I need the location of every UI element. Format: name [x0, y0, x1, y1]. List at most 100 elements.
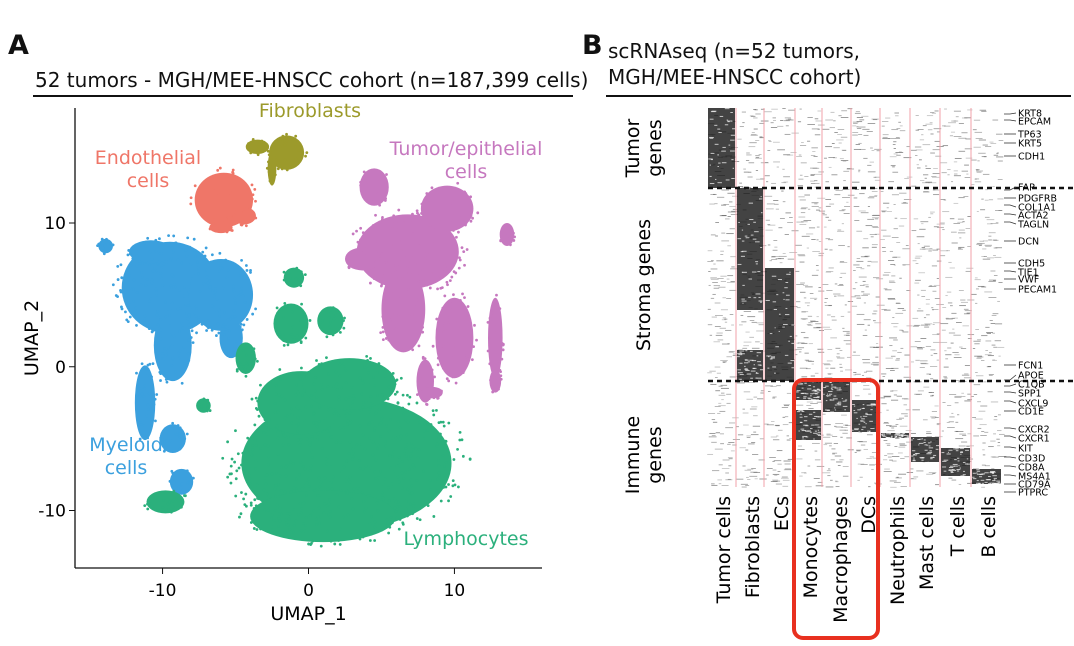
lymphocytes-cell-point	[361, 381, 365, 385]
expression-speckle	[893, 204, 896, 205]
lymphocytes-cell-point	[394, 510, 398, 513]
expression-speckle	[897, 351, 902, 353]
lymphocytes-cell-point	[313, 389, 317, 393]
expression-speckle	[778, 227, 783, 229]
expression-speckle	[964, 177, 971, 178]
lymphocytes-cell-point	[312, 412, 316, 415]
lymphocytes-cell-point	[328, 509, 332, 513]
expression-speckle	[918, 444, 920, 446]
expression-speckle	[901, 433, 904, 435]
lymphocytes-cell-point	[327, 316, 331, 319]
expression-speckle	[964, 164, 969, 166]
expression-speckle	[870, 147, 873, 149]
lymphocytes-cell-point	[361, 467, 365, 471]
expression-speckle	[911, 185, 917, 187]
lymphocytes-cell-point	[303, 389, 306, 393]
myeloid-cell-point	[155, 393, 159, 396]
lymphocytes-cell-point	[342, 362, 346, 366]
expression-speckle	[948, 466, 954, 468]
tumor-cell-point	[444, 195, 448, 199]
lymphocytes-cell-point	[411, 463, 415, 467]
expression-speckle	[928, 216, 931, 218]
expression-speckle	[843, 170, 850, 172]
lymphocytes-cell-point	[286, 343, 290, 347]
lymphocytes-cell-point	[344, 414, 347, 418]
lymphocytes-cell-point	[237, 466, 241, 470]
expression-speckle	[994, 483, 1000, 485]
fibroblasts-cell-point	[262, 140, 266, 144]
myeloid-cell-point	[184, 303, 188, 306]
expression-speckle	[932, 324, 935, 325]
expression-speckle	[987, 391, 993, 393]
lymphocytes-cell-point	[295, 336, 299, 340]
expression-speckle	[835, 423, 844, 424]
expression-speckle	[714, 366, 721, 368]
endothelial-cell-point	[212, 218, 216, 222]
expression-speckle	[885, 437, 891, 439]
expression-speckle	[758, 311, 765, 313]
lymphocytes-cell-point	[312, 509, 316, 513]
expression-speckle	[796, 391, 799, 393]
expression-speckle	[813, 438, 815, 440]
expression-speckle	[833, 443, 839, 444]
expression-speckle	[828, 267, 834, 269]
expression-speckle	[853, 351, 856, 353]
lymphocytes-cell-point	[334, 410, 338, 414]
endothelial-cell-point	[217, 193, 221, 197]
myeloid-cell-point	[152, 328, 156, 332]
expression-speckle	[853, 374, 856, 376]
expression-speckle	[899, 443, 905, 445]
expression-speckle	[887, 298, 896, 299]
expression-speckle	[979, 476, 983, 478]
lymphocytes-cell-point	[292, 371, 296, 375]
expression-speckle	[873, 364, 879, 366]
expression-speckle	[718, 394, 726, 396]
myeloid-cell-point	[229, 317, 232, 321]
expression-speckle	[789, 335, 792, 337]
expression-speckle	[891, 275, 896, 277]
myeloid-cell-point	[177, 289, 181, 292]
tumor-cell-point	[441, 323, 445, 327]
myeloid-cell-point	[191, 277, 195, 281]
lymphocytes-cell-point	[364, 506, 368, 510]
expression-speckle	[991, 468, 995, 469]
expression-speckle	[749, 359, 754, 361]
myeloid-cell-point	[96, 244, 99, 248]
expression-speckle	[871, 244, 878, 246]
expression-speckle	[940, 255, 946, 257]
expression-speckle	[875, 176, 881, 178]
lymphocytes-cell-point	[254, 459, 258, 463]
expression-speckle	[963, 196, 969, 197]
expression-speckle	[812, 251, 820, 252]
expression-speckle	[816, 433, 821, 435]
expression-speckle	[816, 388, 820, 390]
expression-speckle	[874, 233, 880, 235]
umap-scatter-plot: FibroblastsEndothelialcellsTumor/epithel…	[21, 100, 542, 625]
expression-speckle	[962, 396, 966, 397]
expression-speckle	[808, 398, 813, 400]
lymphocytes-cell-point	[330, 487, 334, 491]
tumor-cell-point	[488, 316, 492, 320]
expression-speckle	[724, 321, 728, 323]
expression-speckle	[822, 436, 831, 438]
expression-speckle	[956, 322, 962, 323]
lymphocytes-cell-point	[380, 417, 383, 421]
expression-speckle	[976, 482, 981, 484]
expression-speckle	[758, 459, 765, 461]
tumor-cell-point	[464, 354, 468, 357]
expression-speckle	[888, 138, 896, 139]
expression-speckle	[917, 294, 920, 296]
expression-speckle	[727, 121, 730, 123]
myeloid-cell-point	[116, 278, 120, 281]
lymphocytes-cell-point	[334, 441, 338, 444]
tumor-cell-point	[501, 342, 505, 346]
myeloid-cell-point	[194, 314, 198, 318]
fibroblasts-cell-point	[268, 179, 272, 183]
expression-speckle	[778, 255, 787, 257]
expression-speckle	[740, 483, 748, 485]
expression-speckle	[749, 320, 755, 321]
tumor-cell-point	[444, 216, 447, 220]
gene-label: PDGFRB	[1018, 194, 1057, 205]
expression-speckle	[944, 108, 947, 110]
lymphocytes-cell-point	[199, 403, 203, 407]
